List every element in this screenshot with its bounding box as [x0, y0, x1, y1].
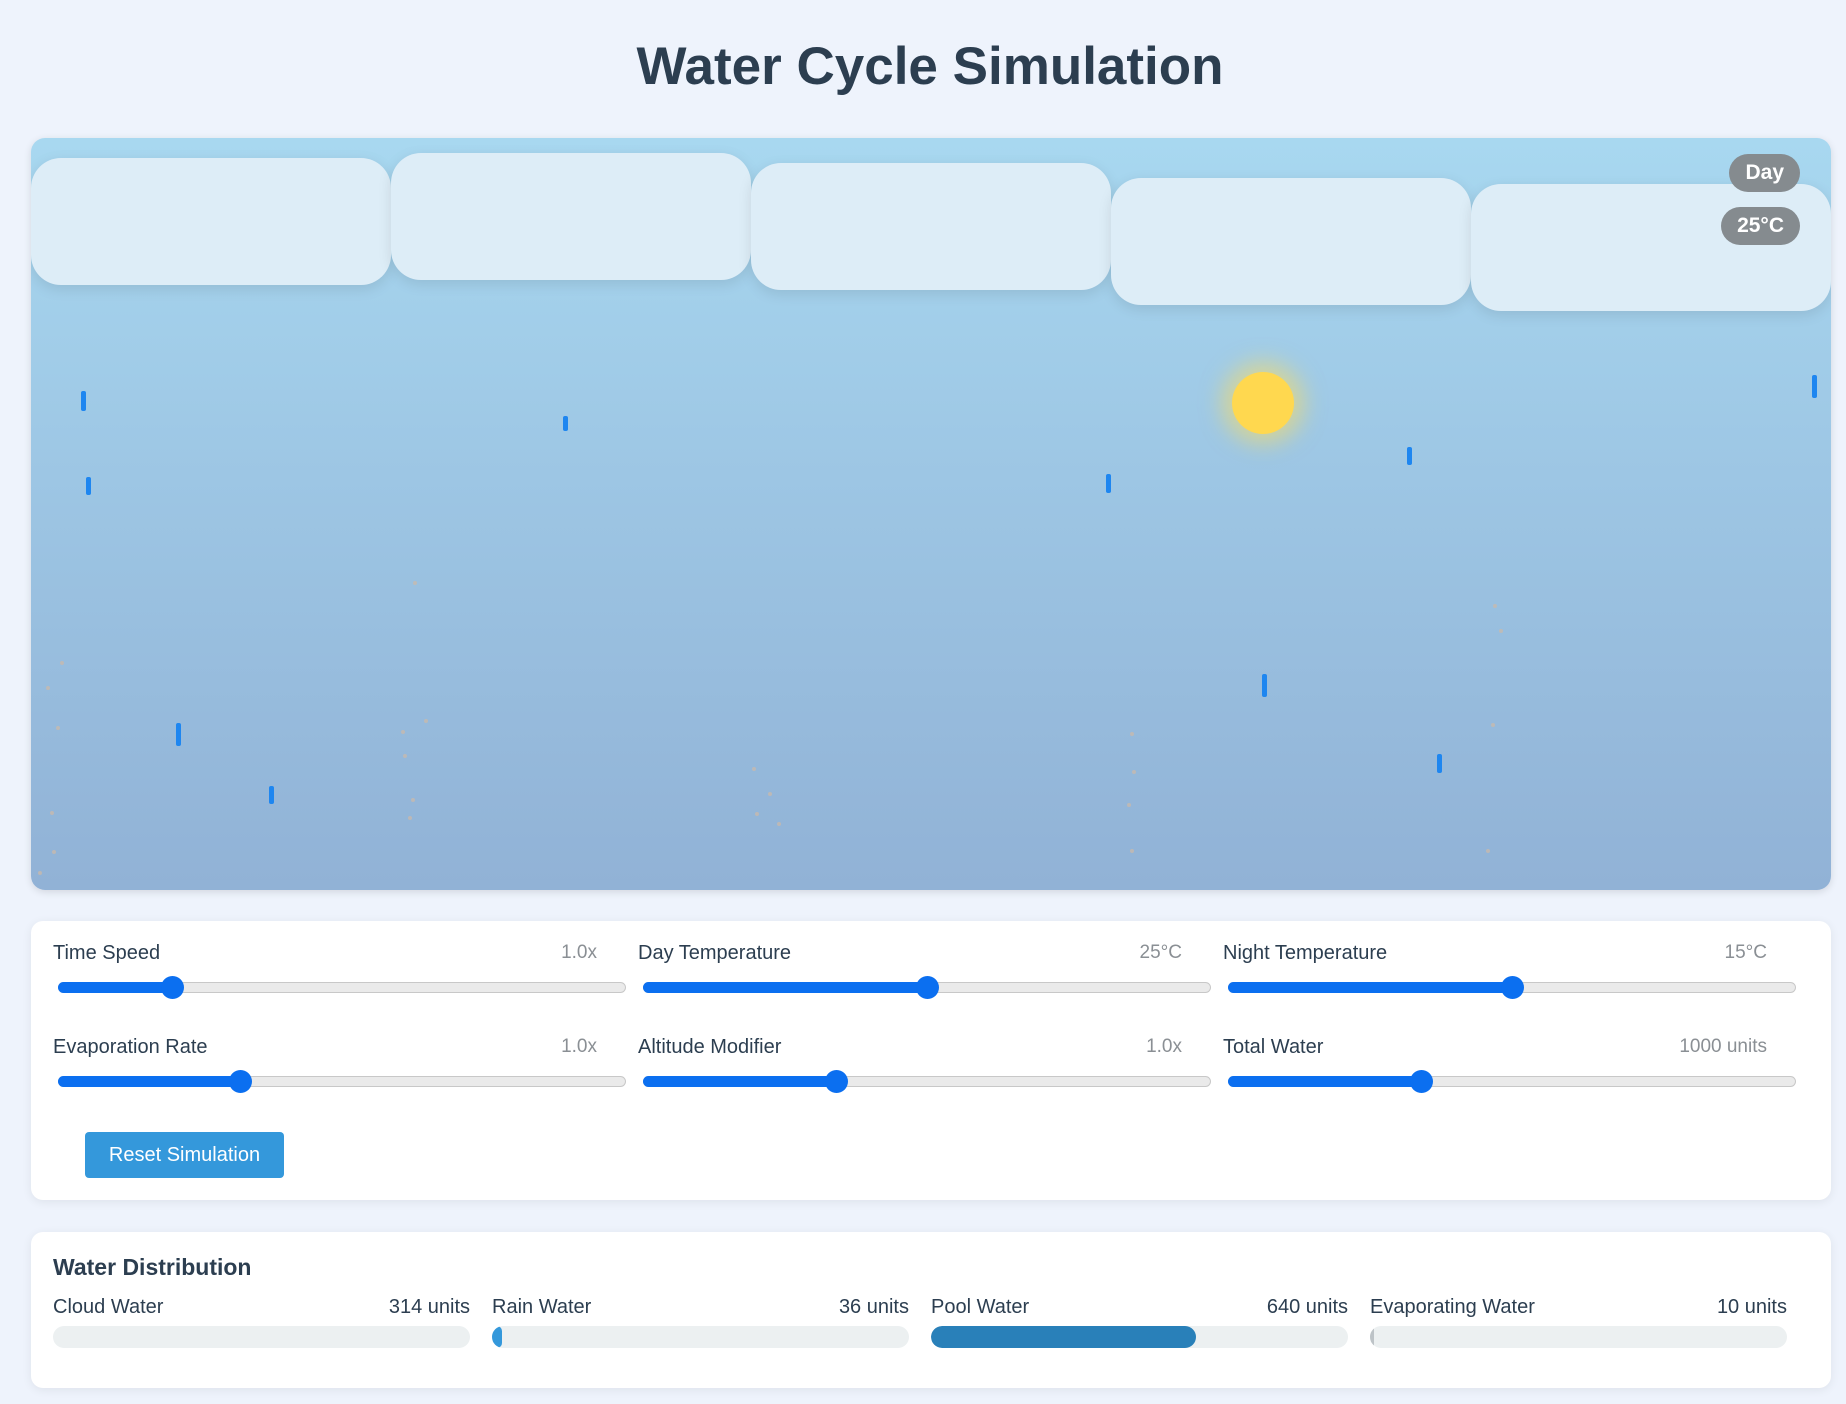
day-temperature-slider[interactable] — [643, 976, 1211, 999]
rain-water-label: Rain Water — [492, 1296, 592, 1318]
evaporating-water-meter: Evaporating Water 10 units — [1370, 1296, 1787, 1348]
cloud — [1111, 178, 1471, 305]
day-temperature-label: Day Temperature — [638, 942, 792, 964]
page-title: Water Cycle Simulation — [636, 37, 1224, 96]
cloud-water-bar — [53, 1326, 470, 1348]
vapor-particle — [411, 798, 415, 802]
raindrop — [86, 477, 91, 495]
vapor-particle — [1132, 770, 1136, 774]
cloud-water-value: 314 units — [388, 1296, 470, 1318]
time-speed-label: Time Speed — [53, 942, 161, 964]
vapor-particle — [60, 661, 64, 665]
night-temperature-control: Night Temperature 15°C — [1201, 921, 1796, 999]
reset-simulation-button[interactable]: Reset Simulation — [85, 1132, 284, 1178]
vapor-particle — [1499, 629, 1503, 633]
day-night-badge: Day — [1729, 154, 1800, 192]
vapor-particle — [424, 719, 428, 723]
raindrop — [563, 416, 568, 431]
pool-water-value: 640 units — [1266, 1296, 1348, 1318]
pool-water-bar-fill — [931, 1326, 1196, 1348]
pool-water-bar — [931, 1326, 1348, 1348]
vapor-particle — [1491, 723, 1495, 727]
raindrop — [176, 723, 181, 746]
vapor-particle — [413, 581, 417, 585]
vapor-particle — [1493, 604, 1497, 608]
slider-thumb[interactable] — [825, 1070, 849, 1093]
vapor-particle — [408, 816, 412, 820]
time-speed-control: Time Speed 1.0x — [31, 921, 626, 999]
slider-thumb[interactable] — [1501, 976, 1524, 999]
vapor-particle — [752, 767, 756, 771]
vapor-particle — [401, 730, 405, 734]
rain-water-meter: Rain Water 36 units — [492, 1296, 909, 1348]
total-water-value: 1000 units — [1679, 1036, 1767, 1057]
evaporating-water-bar — [1370, 1326, 1787, 1348]
raindrop — [269, 786, 274, 804]
vapor-particle — [46, 686, 50, 690]
rain-water-bar — [492, 1326, 909, 1348]
altitude-modifier-value: 1.0x — [1146, 1036, 1182, 1057]
cloud — [391, 153, 751, 280]
raindrop — [81, 391, 86, 411]
cloud-water-label: Cloud Water — [53, 1296, 164, 1318]
vapor-particle — [50, 811, 54, 815]
day-temperature-control: Day Temperature 25°C — [616, 921, 1211, 999]
vapor-particle — [56, 726, 60, 730]
vapor-particle — [1127, 803, 1131, 807]
time-speed-slider[interactable] — [58, 976, 626, 999]
vapor-particle — [403, 754, 407, 758]
total-water-slider[interactable] — [1228, 1070, 1796, 1093]
evaporation-rate-slider[interactable] — [58, 1070, 626, 1093]
cloud — [751, 163, 1111, 290]
slider-thumb[interactable] — [1410, 1070, 1434, 1093]
raindrop — [1437, 754, 1442, 773]
vapor-particle — [1486, 849, 1490, 853]
altitude-modifier-label: Altitude Modifier — [638, 1036, 782, 1058]
cloud-water-meter: Cloud Water 314 units — [53, 1296, 470, 1348]
day-temperature-value: 25°C — [1139, 942, 1182, 963]
temperature-badge: 25°C — [1721, 207, 1800, 245]
evaporating-water-value: 10 units — [1716, 1296, 1787, 1318]
night-temperature-label: Night Temperature — [1223, 942, 1388, 964]
total-water-label: Total Water — [1223, 1036, 1324, 1058]
night-temperature-slider[interactable] — [1228, 976, 1796, 999]
altitude-modifier-slider[interactable] — [643, 1070, 1211, 1093]
raindrop — [1407, 447, 1412, 465]
time-speed-value: 1.0x — [561, 942, 597, 963]
simulation-canvas: Day 25°C — [31, 138, 1831, 890]
evaporation-rate-value: 1.0x — [561, 1036, 597, 1057]
vapor-particle — [755, 812, 759, 816]
night-temperature-value: 15°C — [1724, 942, 1767, 963]
raindrop — [1262, 674, 1267, 697]
controls-panel: Time Speed 1.0x Day Temperature 25°C Nig… — [31, 921, 1831, 1200]
vapor-particle — [1130, 849, 1134, 853]
water-distribution-panel: Water Distribution Cloud Water 314 units… — [31, 1232, 1831, 1388]
water-distribution-title: Water Distribution — [53, 1254, 252, 1280]
rain-water-bar-fill — [492, 1326, 503, 1348]
vapor-particle — [768, 792, 772, 796]
slider-thumb[interactable] — [161, 976, 185, 999]
cloud — [31, 158, 391, 285]
evaporating-water-label: Evaporating Water — [1370, 1296, 1535, 1318]
evaporation-rate-control: Evaporation Rate 1.0x — [31, 1015, 626, 1093]
slider-thumb[interactable] — [229, 1070, 253, 1093]
evaporation-rate-label: Evaporation Rate — [53, 1036, 208, 1058]
raindrop — [1106, 474, 1111, 493]
rain-water-value: 36 units — [838, 1296, 909, 1318]
raindrop — [1812, 375, 1817, 398]
altitude-modifier-control: Altitude Modifier 1.0x — [616, 1015, 1211, 1093]
pool-water-label: Pool Water — [931, 1296, 1030, 1318]
slider-thumb[interactable] — [916, 976, 939, 999]
evaporating-water-bar-fill — [1370, 1326, 1375, 1348]
vapor-particle — [52, 850, 56, 854]
cloud — [1471, 184, 1831, 311]
vapor-particle — [1130, 732, 1134, 736]
vapor-particle — [777, 822, 781, 826]
pool-water-meter: Pool Water 640 units — [931, 1296, 1348, 1348]
sun-icon — [1232, 372, 1294, 434]
vapor-particle — [38, 871, 42, 875]
total-water-control: Total Water 1000 units — [1201, 1015, 1796, 1093]
